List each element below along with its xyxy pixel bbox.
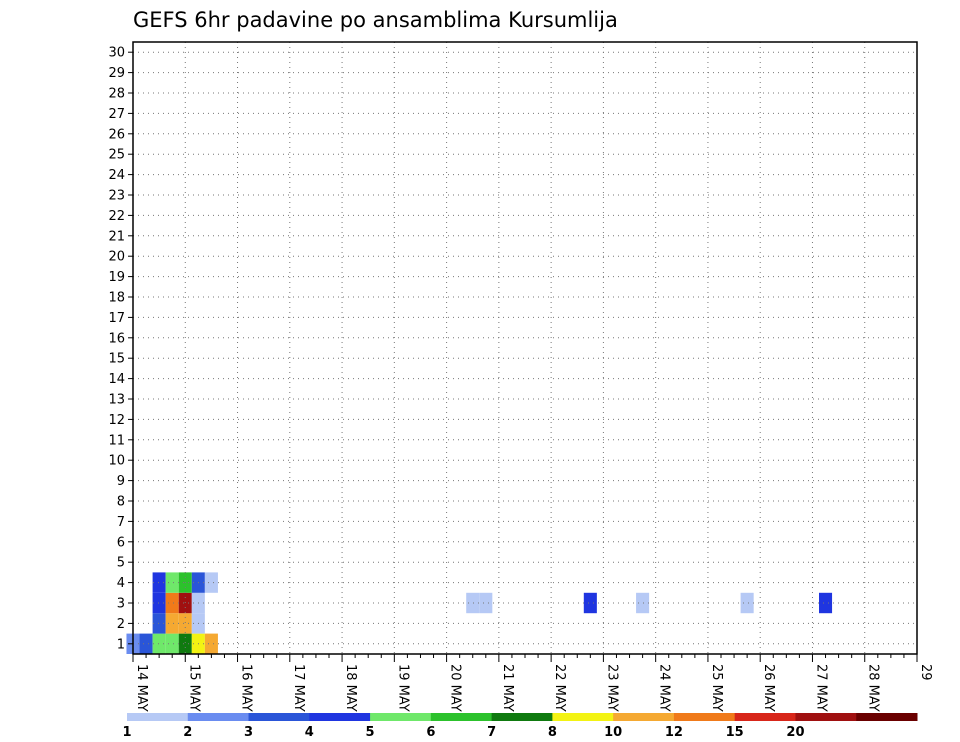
colorbar-label: 10	[604, 725, 622, 740]
x-tick-label: 21 MAY	[500, 664, 515, 712]
heatmap-cell	[165, 572, 179, 593]
y-tick-label: 20	[108, 250, 125, 265]
y-tick-label: 5	[117, 556, 125, 571]
heatmap-cell	[152, 633, 166, 654]
gridlines	[133, 42, 917, 654]
colorbar-label: 12	[665, 725, 683, 740]
y-tick-label: 4	[117, 576, 125, 591]
y-tick-label: 22	[108, 209, 125, 224]
x-tick-label: 28 MAY	[866, 664, 881, 712]
y-tick-label: 3	[117, 597, 125, 612]
colorbar-label: 15	[726, 725, 744, 740]
colorbar-swatch	[552, 713, 614, 721]
colorbar-label: 6	[426, 725, 435, 740]
colorbar-label: 2	[183, 725, 192, 740]
x-tick-label: 16 MAY	[239, 664, 254, 712]
heatmap-cell	[152, 613, 166, 634]
y-tick-label: 7	[117, 515, 125, 530]
heatmap-cell	[178, 633, 192, 654]
heatmap-cell	[466, 592, 480, 614]
colorbar-swatch	[613, 713, 675, 721]
colorbar-label: 4	[305, 725, 314, 740]
y-tick-label: 14	[108, 372, 125, 387]
heatmap-cell	[152, 572, 166, 593]
y-tick-label: 27	[108, 107, 125, 122]
colorbar-label: 1	[122, 725, 131, 740]
x-tick-label: 25 MAY	[709, 664, 724, 712]
y-tick-label: 11	[108, 433, 125, 448]
y-tick-label: 1	[117, 637, 125, 652]
y-tick-label: 23	[108, 189, 125, 204]
y-tick-label: 24	[108, 168, 125, 183]
colorbar-label: 20	[786, 725, 804, 740]
colorbar-swatch	[127, 713, 189, 721]
y-tick-label: 2	[117, 617, 125, 632]
heatmap-cell	[204, 633, 218, 654]
x-tick-label: 20 MAY	[448, 664, 463, 712]
y-tick-label: 26	[108, 127, 125, 142]
heatmap-cell	[165, 592, 179, 614]
x-tick-label: 22 MAY	[552, 664, 567, 712]
y-tick-label: 13	[108, 393, 125, 408]
heatmap-cells	[126, 572, 833, 654]
x-tick-label: 15 MAY	[186, 664, 201, 712]
colorbar-swatch	[856, 713, 918, 721]
heatmap-cell	[178, 613, 192, 634]
heatmap-cell	[740, 592, 754, 614]
plot-frame	[132, 41, 918, 655]
heatmap-cell	[819, 592, 833, 614]
heatmap-cell	[165, 613, 179, 634]
colorbar-swatch	[734, 713, 796, 721]
y-tick-label: 30	[108, 46, 125, 61]
y-tick-label: 10	[108, 454, 125, 469]
colorbar-swatch	[673, 713, 736, 721]
x-axis: 14 MAY 15 MAY 16 MAY 17 MAY 18 MAY 19 MAY 20 M…	[132, 654, 933, 712]
heatmap-cell	[479, 592, 493, 614]
y-tick-label: 15	[108, 352, 125, 367]
y-tick-label: 19	[108, 270, 125, 285]
y-tick-label: 25	[108, 148, 125, 163]
x-tick-label: 19 MAY	[395, 664, 410, 712]
colorbar-label: 5	[366, 725, 375, 740]
colorbar-swatch	[795, 713, 857, 721]
x-tick-label: 18 MAY	[343, 664, 358, 712]
heatmap-cell	[152, 592, 166, 614]
y-tick-label: 28	[108, 87, 125, 102]
x-tick-label: 24 MAY	[657, 664, 672, 712]
y-tick-label: 18	[108, 291, 125, 306]
x-tick-label: 23 MAY	[604, 664, 619, 712]
colorbar-legend: 1 2 3 4 5 6 7 8 10 12 15 20	[122, 713, 918, 740]
colorbar-swatch	[491, 713, 553, 721]
colorbar-swatch	[248, 713, 310, 721]
x-tick-label: 26 MAY	[761, 664, 776, 712]
colorbar-label: 3	[244, 725, 253, 740]
chart-title: GEFS 6hr padavine po ansamblima Kursumli…	[133, 8, 618, 32]
y-tick-label: 29	[108, 66, 125, 81]
colorbar-label: 7	[487, 725, 496, 740]
heatmap-cell	[583, 592, 597, 614]
y-axis: 1234567891011121314151617181920212223242…	[108, 46, 133, 652]
y-tick-label: 8	[117, 495, 125, 510]
heatmap-cell	[204, 572, 218, 593]
y-tick-label: 6	[117, 535, 125, 550]
x-tick-label: 27 MAY	[813, 664, 828, 712]
y-tick-label: 9	[117, 474, 125, 489]
heatmap-cell	[636, 592, 650, 614]
colorbar-label: 8	[548, 725, 557, 740]
y-tick-label: 17	[108, 311, 125, 326]
colorbar-swatch	[187, 713, 250, 721]
x-tick-label: 14 MAY	[134, 664, 149, 712]
colorbar-swatch	[309, 713, 371, 721]
x-tick-label: 29	[918, 664, 933, 681]
y-tick-label: 21	[108, 229, 125, 244]
y-tick-label: 16	[108, 331, 125, 346]
x-tick-label: 17 MAY	[291, 664, 306, 712]
y-tick-label: 12	[108, 413, 125, 428]
colorbar-swatch	[370, 713, 432, 721]
colorbar-swatch	[430, 713, 493, 721]
heatmap-cell	[139, 633, 153, 654]
heatmap-cell	[165, 633, 179, 654]
